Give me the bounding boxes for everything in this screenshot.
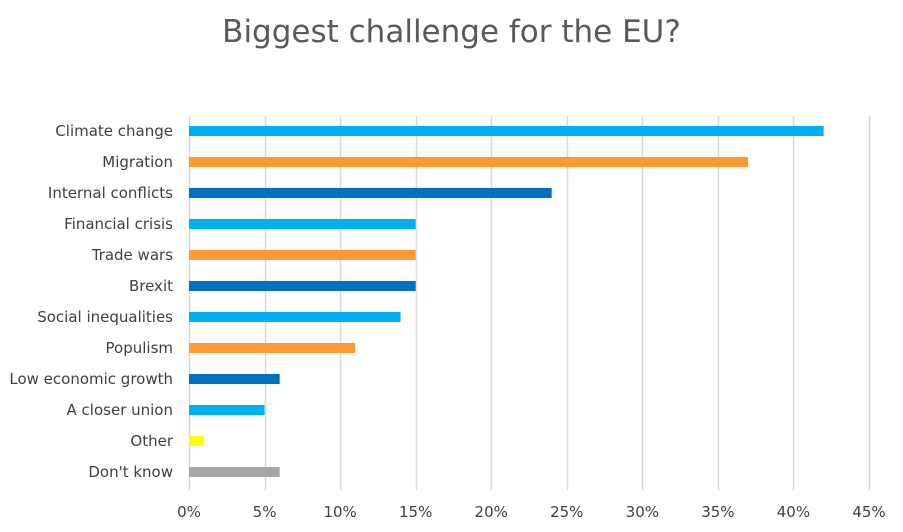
x-tick-label: 45% [852, 503, 885, 521]
gridlines [188, 116, 871, 490]
bar [189, 188, 552, 198]
category-label: Trade wars [91, 246, 173, 264]
x-tick-label: 10% [323, 503, 356, 521]
category-label: Social inequalities [37, 308, 173, 326]
bar [189, 157, 749, 167]
bar [189, 250, 416, 260]
category-label: Don't know [88, 463, 173, 481]
x-tick-label: 15% [399, 503, 432, 521]
bar [189, 436, 205, 446]
bar [189, 126, 824, 136]
bars [189, 126, 824, 477]
category-label: Migration [102, 153, 173, 171]
category-label: Financial crisis [64, 215, 173, 233]
x-tick-label: 20% [475, 503, 508, 521]
bar [189, 405, 265, 415]
category-label: A closer union [67, 401, 173, 419]
category-label: Climate change [55, 122, 173, 140]
bar [189, 281, 416, 291]
category-label: Internal conflicts [48, 184, 173, 202]
x-tick-labels: 0% 5% 10% 15% 20% 25% 30% 35% 40% 45% [177, 503, 886, 521]
x-tick-label: 25% [550, 503, 583, 521]
x-tick-label: 35% [701, 503, 734, 521]
bar [189, 312, 401, 322]
x-tick-label: 5% [253, 503, 277, 521]
bar [189, 219, 416, 229]
category-label: Low economic growth [9, 370, 173, 388]
category-labels: Climate change Migration Internal conflict… [9, 122, 173, 481]
x-tick-label: 0% [177, 503, 201, 521]
category-label: Other [130, 432, 173, 450]
bar [189, 374, 280, 384]
bar [189, 467, 280, 477]
bar [189, 343, 356, 353]
x-tick-label: 40% [777, 503, 810, 521]
chart-title: Biggest challenge for the EU? [222, 14, 681, 50]
category-label: Populism [106, 339, 173, 357]
x-tick-label: 30% [626, 503, 659, 521]
category-label: Brexit [129, 277, 173, 295]
